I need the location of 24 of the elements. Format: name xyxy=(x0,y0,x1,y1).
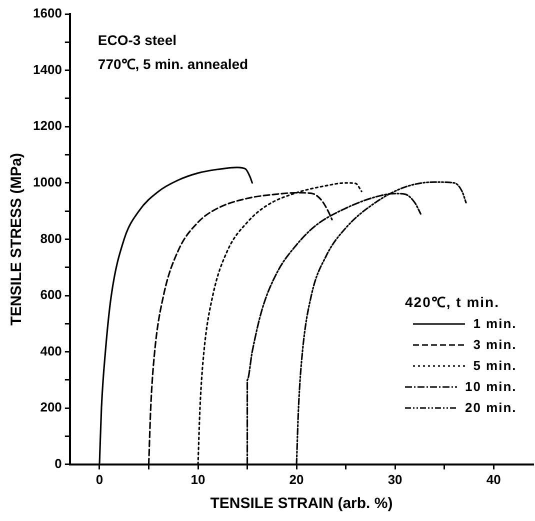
y-tick-label: 1400 xyxy=(33,62,62,77)
x-tick-label: 0 xyxy=(96,472,104,487)
y-tick-label: 0 xyxy=(54,456,62,471)
y-tick-label: 600 xyxy=(40,287,62,302)
legend-title: 420℃, t min. xyxy=(405,292,500,312)
x-axis-title: TENSILE STRAIN (arb. %) xyxy=(210,495,393,512)
legend-label: 1 min. xyxy=(473,316,517,332)
y-axis-title: TENSILE STRESS (MPa) xyxy=(8,152,26,326)
x-tick-label: 40 xyxy=(486,472,501,487)
legend-label: 20 min. xyxy=(465,400,517,416)
x-tick-label: 20 xyxy=(289,472,304,487)
y-tick-label: 400 xyxy=(40,343,62,358)
y-tick-label: 200 xyxy=(40,400,62,415)
y-tick-label: 1000 xyxy=(33,174,62,190)
x-tick-label: 10 xyxy=(190,472,206,487)
legend-label: 3 min. xyxy=(473,337,517,352)
x-tick-label: 30 xyxy=(388,472,402,487)
annotation: ECO-3 steel xyxy=(98,32,177,48)
y-tick-label: 1200 xyxy=(33,118,62,134)
y-tick-label: 1600 xyxy=(33,6,62,21)
annotation: 770℃, 5 min. annealed xyxy=(98,56,248,72)
y-tick-label: 800 xyxy=(40,230,62,246)
legend-label: 10 min. xyxy=(465,379,517,394)
legend-label: 5 min. xyxy=(473,358,517,374)
